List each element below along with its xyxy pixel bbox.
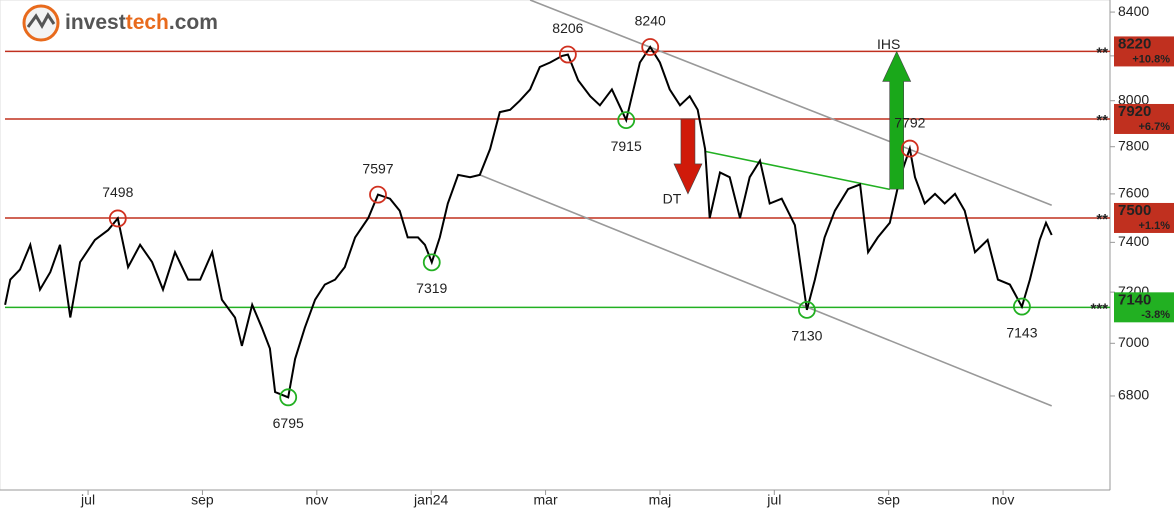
x-tick-label: sep	[877, 492, 900, 508]
x-tick-label: maj	[649, 492, 672, 508]
logo-icon-line	[26, 12, 56, 30]
y-tick-label: 6800	[1118, 387, 1149, 403]
level-value: 8220	[1118, 35, 1151, 52]
x-tick-label: nov	[306, 492, 329, 508]
y-tick-label: 7000	[1118, 334, 1149, 350]
extremum-label: 7143	[1006, 324, 1037, 340]
trend-line	[529, 0, 1052, 206]
x-tick-label: nov	[992, 492, 1015, 508]
extremum-marker	[617, 111, 636, 130]
trend-line	[479, 174, 1052, 407]
logo-accent: tech	[126, 11, 169, 34]
extremum-label: 7597	[362, 160, 393, 176]
y-tick-label: 7800	[1118, 137, 1149, 153]
x-tick-label: jul	[80, 492, 95, 508]
plot-area	[0, 0, 1111, 491]
level-box	[1114, 292, 1174, 323]
extremum-marker	[108, 209, 127, 228]
level-signal: **	[1096, 112, 1108, 129]
signal-arrow	[673, 118, 703, 195]
extremum-marker	[641, 38, 660, 56]
extremum-label: 7319	[416, 280, 447, 296]
x-tick-label: sep	[191, 492, 214, 508]
extremum-marker	[279, 388, 298, 407]
extremum-label: 8206	[552, 20, 583, 36]
level-change: +6.7%	[1139, 121, 1171, 133]
y-tick-label: 8000	[1118, 91, 1149, 107]
level-box	[1114, 202, 1174, 233]
level-box	[1114, 36, 1174, 67]
extremum-label: 6795	[273, 415, 304, 431]
extremum-marker	[798, 300, 816, 319]
extremum-label: 7792	[894, 114, 925, 130]
level-value: 7140	[1118, 291, 1151, 308]
y-tick-label: 8400	[1118, 3, 1149, 19]
level-box	[1114, 103, 1174, 134]
extremum-marker	[558, 45, 577, 64]
level-value: 7500	[1118, 202, 1151, 219]
level-signal: **	[1096, 44, 1108, 61]
extremum-marker	[1013, 297, 1031, 316]
level-signal: **	[1096, 211, 1108, 228]
arrow-label: IHS	[877, 36, 900, 52]
trend-line	[704, 150, 890, 191]
x-tick-label: mar	[534, 492, 558, 508]
extremum-label: 7130	[791, 328, 822, 344]
x-tick-label: jan24	[413, 492, 448, 508]
extremum-marker	[369, 185, 387, 204]
price-line	[4, 45, 1053, 399]
logo-text: investtech.com	[65, 11, 218, 34]
x-tick-label: jul	[766, 492, 781, 508]
level-change: +10.8%	[1132, 53, 1170, 65]
extremum-label: 8240	[635, 13, 666, 29]
level-change: +1.1%	[1139, 220, 1171, 232]
level-signal: ***	[1090, 300, 1108, 317]
level-value: 7920	[1118, 103, 1151, 120]
y-tick-label: 7600	[1118, 185, 1149, 201]
logo-suffix: .com	[169, 11, 218, 34]
extremum-marker	[900, 139, 919, 158]
extremum-label: 7498	[102, 184, 133, 200]
arrow-label: DT	[663, 191, 682, 207]
extremum-marker	[422, 253, 441, 272]
y-tick-label: 7400	[1118, 233, 1149, 249]
logo: investtech.com	[22, 4, 218, 42]
logo-brand: invest	[65, 11, 126, 34]
extremum-label: 7915	[611, 138, 642, 154]
level-change: -3.8%	[1141, 309, 1170, 321]
